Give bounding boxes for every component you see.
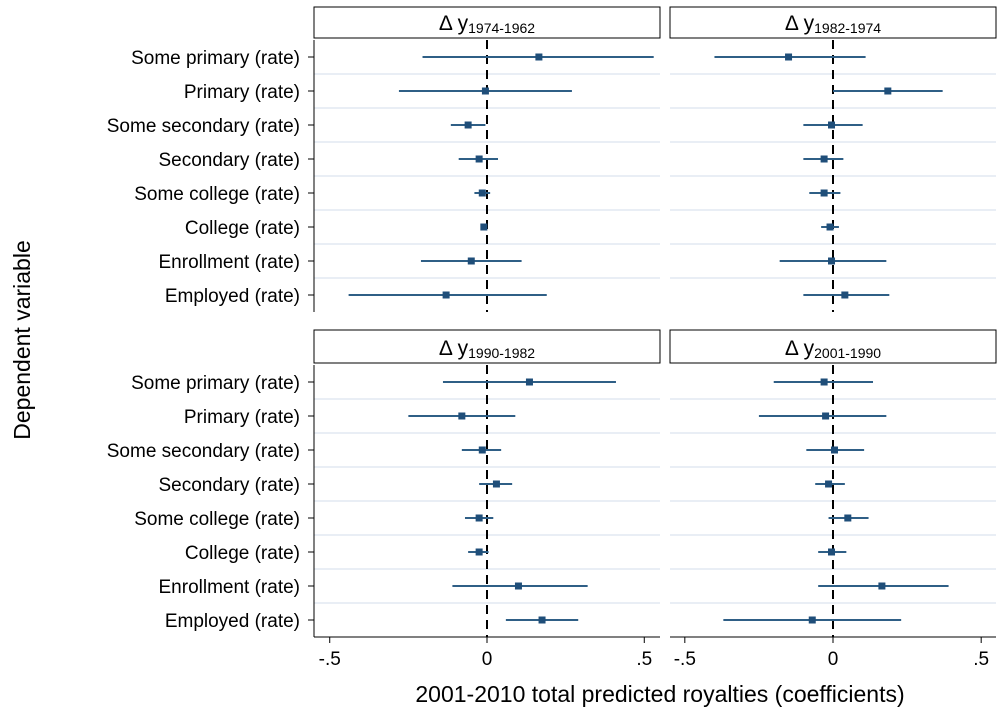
- panel-title-subscript: 2001-1990: [814, 345, 881, 361]
- panel-title-subscript: 1974-1962: [468, 20, 535, 36]
- y-tick-label: Some college (rate): [134, 184, 300, 205]
- point-estimate: [820, 378, 828, 386]
- y-tick-label: Enrollment (rate): [159, 577, 301, 598]
- x-axis-title: 2001-2010 total predicted royalties (coe…: [415, 681, 904, 707]
- point-estimate: [480, 223, 488, 231]
- point-estimate: [481, 87, 489, 95]
- y-tick-label: Some primary (rate): [131, 373, 300, 394]
- point-estimate: [825, 480, 833, 488]
- point-estimate: [822, 412, 830, 420]
- y-tick-label: Secondary (rate): [158, 475, 300, 496]
- panel-header-3: [313, 329, 661, 364]
- y-tick-label: Secondary (rate): [158, 150, 300, 171]
- panel-title-delta: Δ: [439, 337, 458, 360]
- y-tick-label: College (rate): [185, 543, 300, 564]
- panel-header-4: [669, 329, 997, 364]
- y-tick-label: Primary (rate): [184, 407, 300, 428]
- panel-title-var: y: [458, 12, 469, 35]
- point-estimate: [475, 155, 483, 163]
- panel-title-delta: Δ: [439, 12, 458, 35]
- point-estimate: [884, 87, 892, 95]
- point-estimate: [467, 257, 475, 265]
- y-tick-label: Primary (rate): [184, 82, 300, 103]
- point-estimate: [828, 548, 836, 556]
- point-estimate: [514, 582, 522, 590]
- panel-title-delta: Δ: [785, 337, 804, 360]
- panel-title-var: y: [458, 337, 469, 360]
- x-tick-label: 0: [828, 649, 839, 670]
- point-estimate: [478, 189, 486, 197]
- point-estimate: [820, 189, 828, 197]
- point-estimate: [478, 446, 486, 454]
- point-estimate: [458, 412, 466, 420]
- y-tick-label: Employed (rate): [165, 286, 300, 307]
- point-estimate: [442, 291, 450, 299]
- x-tick-label: .5: [973, 649, 989, 670]
- panel-header-1: [313, 6, 661, 39]
- point-estimate: [492, 480, 500, 488]
- point-estimate: [475, 514, 483, 522]
- y-tick-label: Some secondary (rate): [107, 441, 300, 462]
- y-tick-label: Enrollment (rate): [159, 252, 301, 273]
- x-tick-label: .5: [636, 649, 652, 670]
- point-estimate: [464, 121, 472, 129]
- point-estimate: [844, 514, 852, 522]
- point-estimate: [841, 291, 849, 299]
- panel-header-2: [669, 6, 997, 39]
- point-estimate: [785, 53, 793, 61]
- panel-title-subscript: 1982-1974: [814, 20, 881, 36]
- point-estimate: [830, 446, 838, 454]
- point-estimate: [820, 155, 828, 163]
- panel-title-1: Δ y1974-1962: [439, 12, 535, 36]
- y-axis-title: Dependent variable: [9, 240, 35, 439]
- point-estimate: [808, 616, 816, 624]
- y-tick-label: College (rate): [185, 218, 300, 239]
- panel-title-2: Δ y1982-1974: [785, 12, 881, 36]
- x-tick-label: -.5: [319, 649, 341, 670]
- point-estimate: [828, 257, 836, 265]
- point-estimate: [828, 121, 836, 129]
- y-tick-label: Some college (rate): [134, 509, 300, 530]
- point-estimate: [878, 582, 886, 590]
- y-tick-label: Some secondary (rate): [107, 116, 300, 137]
- y-tick-label: Employed (rate): [165, 611, 300, 632]
- panel-title-4: Δ y2001-1990: [785, 337, 881, 361]
- panel-title-var: y: [804, 12, 815, 35]
- panel-title-3: Δ y1990-1982: [439, 337, 535, 361]
- panel-title-var: y: [804, 337, 815, 360]
- x-tick-label: -.5: [674, 649, 696, 670]
- point-estimate: [538, 616, 546, 624]
- point-estimate: [525, 378, 533, 386]
- point-estimate: [475, 548, 483, 556]
- y-tick-label: Some primary (rate): [131, 48, 300, 69]
- panel-title-subscript: 1990-1982: [468, 345, 535, 361]
- point-estimate: [535, 53, 543, 61]
- x-tick-label: 0: [482, 649, 493, 670]
- point-estimate: [826, 223, 834, 231]
- panel-title-delta: Δ: [785, 12, 804, 35]
